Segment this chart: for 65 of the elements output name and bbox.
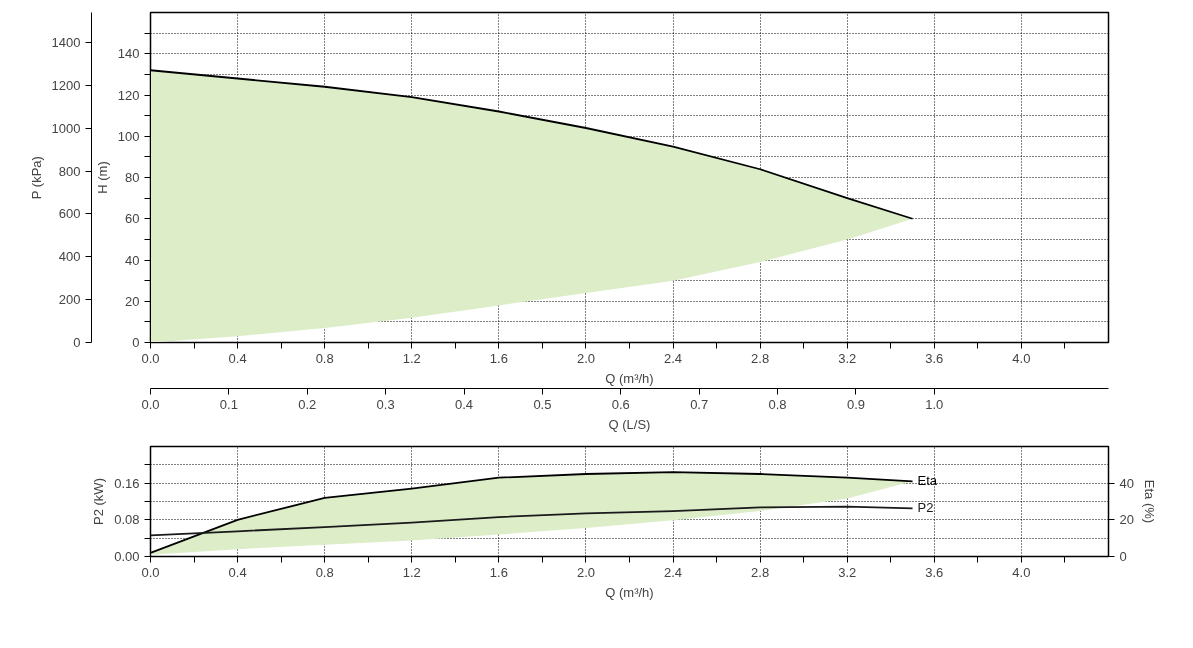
y-tick-label: 20 <box>125 293 140 309</box>
y-tick-label: 0.08 <box>114 512 140 528</box>
x-tick-label: 3.2 <box>838 564 857 580</box>
x-tick-label: 0.0 <box>141 564 160 580</box>
x2-tick-label: 0.3 <box>376 396 395 412</box>
x2-tick-label: 0.5 <box>533 396 552 412</box>
x-tick-label: 0.4 <box>228 564 247 580</box>
y-tick-label: 0.00 <box>114 549 140 564</box>
y2-tick-label: 1400 <box>51 35 81 50</box>
x-tick-label: 3.6 <box>925 564 944 580</box>
x-tick-label: 2.4 <box>664 564 683 580</box>
x-tick-label: 1.2 <box>402 564 421 580</box>
y-tick-label: 40 <box>125 252 140 268</box>
y2-tick-label: 0 <box>73 335 81 350</box>
x-tick-label: 0.8 <box>315 350 334 366</box>
x-tick-label: 4.0 <box>1012 350 1031 366</box>
x2-tick-label: 0.2 <box>298 396 317 412</box>
x2-tick-label: 0.9 <box>846 396 865 412</box>
y2-tick-label: 400 <box>58 249 81 265</box>
x-tick-label: 2.0 <box>576 350 595 366</box>
x-tick-label: 2.8 <box>751 564 770 580</box>
y2-tick-label: 200 <box>58 292 81 308</box>
y-tick-label: 80 <box>125 170 140 185</box>
y2-tick-label: 1200 <box>51 77 81 93</box>
x-tick-label: 0.8 <box>315 564 334 580</box>
y-tick-label: 60 <box>125 211 140 227</box>
x2-tick-label: 0.4 <box>455 396 474 412</box>
y2-axis-title: P (kPa) <box>28 156 44 200</box>
x-tick-label: 1.2 <box>402 350 421 366</box>
x-tick-label: 2.4 <box>664 350 683 366</box>
y2-tick-label: 20 <box>1119 512 1134 528</box>
x-tick-label: 1.6 <box>489 350 508 366</box>
y2-tick-label: 40 <box>1119 475 1134 491</box>
y2-tick-label: 800 <box>58 163 81 179</box>
series-label: P2 <box>917 500 934 516</box>
x2-tick-label: 0.0 <box>141 396 160 412</box>
y2-tick-label: 1000 <box>51 120 81 136</box>
x-axis-title: Q (m³/h) <box>605 584 654 600</box>
y2-tick-label: 0 <box>1119 549 1127 564</box>
y-tick-label: 0.16 <box>114 475 140 491</box>
y-tick-label: 100 <box>117 128 140 144</box>
y-tick-label: 0 <box>132 335 140 350</box>
x-tick-label: 2.8 <box>751 350 770 366</box>
y-axis-title: H (m) <box>94 161 110 194</box>
x2-tick-label: 0.6 <box>611 396 630 412</box>
line-series <box>150 505 914 537</box>
x2-tick-label: 1.0 <box>925 396 944 412</box>
x2-tick-label: 0.7 <box>690 396 709 412</box>
x-tick-label: 2.0 <box>576 564 595 580</box>
y-tick-label: 140 <box>117 46 140 62</box>
x-tick-label: 3.6 <box>925 350 944 366</box>
x2-tick-label: 0.1 <box>219 396 238 412</box>
y-tick-label: 120 <box>117 87 140 103</box>
x2-axis-title: Q (L/S) <box>608 416 651 432</box>
series-label: Eta <box>917 473 938 489</box>
x-tick-label: 0.4 <box>228 350 247 366</box>
y2-axis-title: Eta (%) <box>1141 479 1157 524</box>
x-tick-label: 4.0 <box>1012 564 1031 580</box>
x-axis-title: Q (m³/h) <box>605 370 654 386</box>
x-tick-label: 0.0 <box>141 350 160 366</box>
x2-tick-label: 0.8 <box>768 396 787 412</box>
x-tick-label: 1.6 <box>489 564 508 580</box>
y2-tick-label: 600 <box>58 206 81 222</box>
x-tick-label: 3.2 <box>838 350 857 366</box>
y-axis-title: P2 (kW) <box>91 478 107 525</box>
